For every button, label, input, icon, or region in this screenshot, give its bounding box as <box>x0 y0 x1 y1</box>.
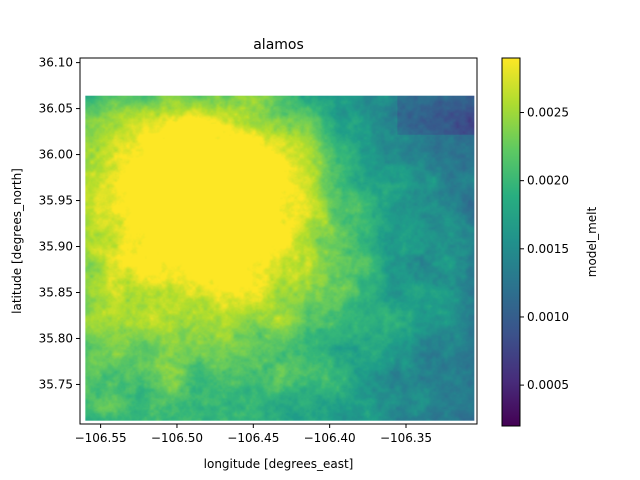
y-tick-label: 36.10 <box>39 56 73 70</box>
chart-title: alamos <box>253 37 304 53</box>
heatmap-raster <box>85 95 475 421</box>
x-tick-label: −106.50 <box>151 431 203 445</box>
y-tick-label: 35.80 <box>39 331 73 345</box>
colorbar-label: model_melt <box>585 206 599 277</box>
y-tick-label: 35.90 <box>39 240 73 254</box>
y-tick-label: 35.95 <box>39 194 73 208</box>
y-tick-label: 35.75 <box>39 377 73 391</box>
y-tick-label: 36.00 <box>39 148 73 162</box>
colorbar-tick-label: 0.0005 <box>527 378 569 392</box>
colorbar-tick-label: 0.0015 <box>527 242 569 256</box>
y-tick-label: 36.05 <box>39 102 73 116</box>
colorbar-tick-label: 0.0025 <box>527 106 569 120</box>
colorbar-gradient <box>502 58 520 426</box>
y-axis-label: latitude [degrees_north] <box>10 168 24 314</box>
colorbar-frame <box>501 57 521 427</box>
x-tick-label: −106.45 <box>227 431 279 445</box>
colorbar-ticks: 0.0005 0.0010 0.0015 0.0020 0.0025 <box>520 106 569 392</box>
x-axis-label: longitude [degrees_east] <box>204 457 354 471</box>
colorbar-tick-label: 0.0020 <box>527 174 569 188</box>
x-axis-ticks: −106.55 −106.50 −106.45 −106.40 −106.35 <box>75 424 432 445</box>
colorbar-tick-label: 0.0010 <box>527 310 569 324</box>
plot-frame <box>79 57 478 425</box>
x-tick-label: −106.35 <box>380 431 432 445</box>
x-tick-label: −106.55 <box>75 431 127 445</box>
heatmap-image <box>85 95 475 421</box>
x-tick-label: −106.40 <box>304 431 356 445</box>
y-tick-label: 35.85 <box>39 285 73 299</box>
y-axis-ticks: 35.75 35.80 35.85 35.90 35.95 36.00 36.05 36.10 <box>39 56 80 391</box>
